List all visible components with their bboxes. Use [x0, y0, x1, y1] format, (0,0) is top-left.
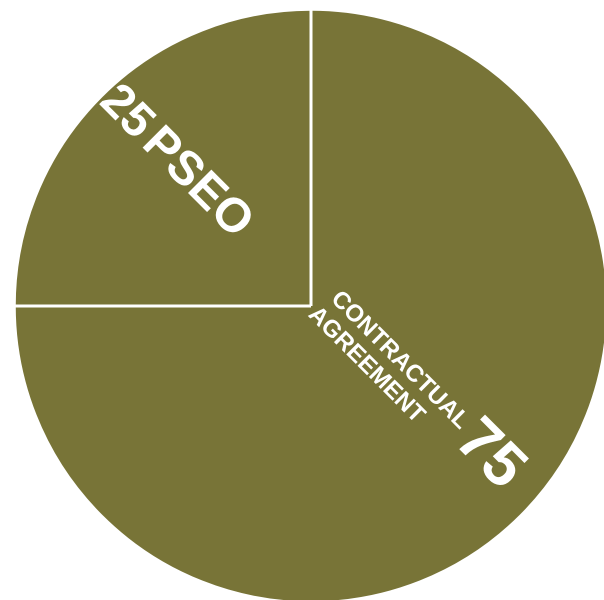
slice-separators	[14, 9, 604, 600]
pie-slices	[15, 10, 604, 600]
pie-slice	[15, 10, 604, 600]
pie-slice	[15, 10, 311, 306]
pie-outline	[14, 9, 604, 600]
